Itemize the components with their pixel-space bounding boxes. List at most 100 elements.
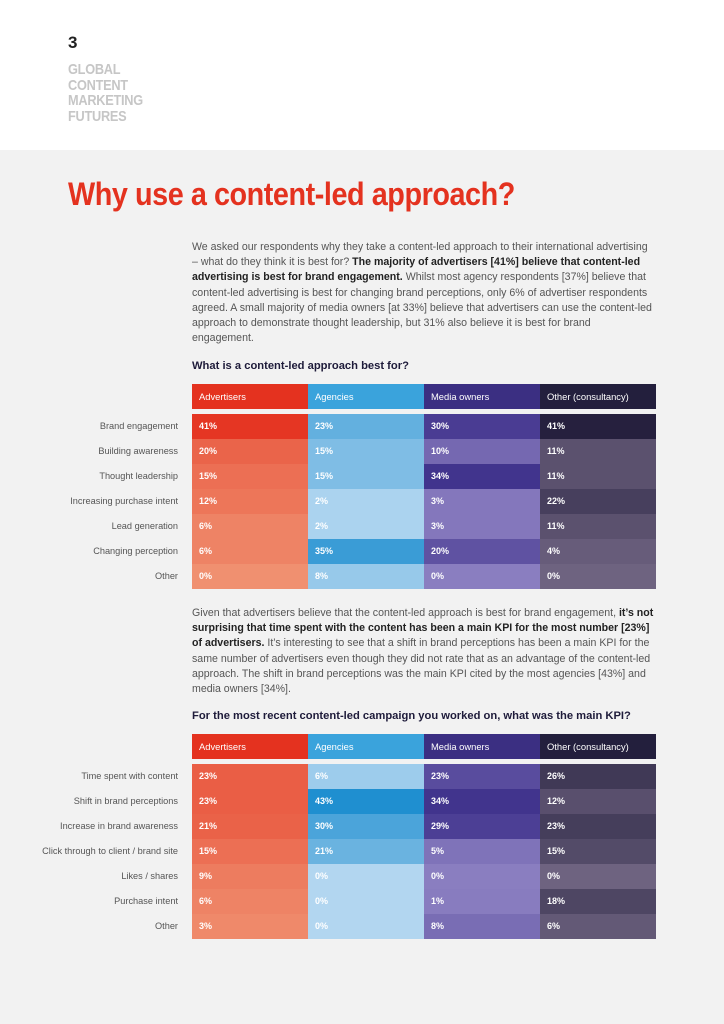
table-cell: 15%	[192, 464, 308, 489]
row-label: Likes / shares	[121, 871, 178, 881]
page-number: 3	[68, 33, 78, 52]
page-header: 3 GLOBAL CONTENT MARKETING FUTURES	[0, 0, 724, 150]
column-header: Advertisers	[192, 734, 308, 759]
brand-line: FUTURES	[68, 107, 127, 125]
table-row: Likes / shares 9% 0% 0% 0%	[0, 864, 724, 889]
table-cell: 15%	[540, 839, 656, 864]
table-cell: 8%	[308, 564, 424, 589]
intro-text: We asked our respondents why they take a…	[192, 241, 648, 269]
table-cell: 23%	[308, 414, 424, 439]
table-cell: 20%	[192, 439, 308, 464]
table-cell: 12%	[540, 789, 656, 814]
table-cell: 2%	[308, 489, 424, 514]
table-row: Time spent with content 23% 6% 23% 26%	[0, 764, 724, 789]
table-cell: 30%	[308, 814, 424, 839]
row-label: Changing perception	[93, 546, 178, 556]
table-cell: 0%	[424, 564, 540, 589]
table-cell: 41%	[192, 414, 308, 439]
page-title: Why use a content-led approach?	[68, 176, 515, 212]
table-cell: 0%	[540, 564, 656, 589]
table-cell: 6%	[192, 889, 308, 914]
table-cell: 23%	[424, 764, 540, 789]
table-header-row: Advertisers Agencies Media owners Other (co…	[192, 384, 656, 409]
brand-logo: GLOBAL CONTENT MARKETING FUTURES	[68, 62, 143, 124]
table-cell: 0%	[192, 564, 308, 589]
column-header: Other (consultancy)	[540, 734, 656, 759]
table-cell: 34%	[424, 789, 540, 814]
table-row: Purchase intent 6% 0% 1% 18%	[0, 889, 724, 914]
row-label: Increasing purchase intent	[70, 496, 178, 506]
table-cell: 15%	[192, 839, 308, 864]
table-cell: 6%	[540, 914, 656, 939]
column-header: Agencies	[308, 734, 424, 759]
column-header: Agencies	[308, 384, 424, 409]
table-cell: 0%	[308, 864, 424, 889]
row-label: Building awareness	[98, 446, 178, 456]
column-header: Media owners	[424, 734, 540, 759]
table-row: Increasing purchase intent 12% 2% 3% 22%	[0, 489, 724, 514]
table-row: Shift in brand perceptions 23% 43% 34% 12%	[0, 789, 724, 814]
table-cell: 9%	[192, 864, 308, 889]
intro-bold: The majority of advertisers [41%] believ…	[192, 256, 641, 284]
table-cell: 0%	[424, 864, 540, 889]
row-label: Purchase intent	[114, 896, 178, 906]
table-cell: 23%	[540, 814, 656, 839]
table-row: Other 3% 0% 8% 6%	[0, 914, 724, 939]
table-cell: 15%	[308, 439, 424, 464]
table-row: Increase in brand awareness 21% 30% 29% 23%	[0, 814, 724, 839]
table-cell: 8%	[424, 914, 540, 939]
table-cell: 4%	[540, 539, 656, 564]
table-row: Click through to client / brand site 15% 2…	[0, 839, 724, 864]
table-row: Changing perception 6% 35% 20% 4%	[0, 539, 724, 564]
table-row: Brand engagement 41% 23% 30% 41%	[0, 414, 724, 439]
table-cell: 34%	[424, 464, 540, 489]
row-label: Click through to client / brand site	[42, 846, 178, 856]
table-cell: 23%	[192, 789, 308, 814]
table-row: Building awareness 20% 15% 10% 11%	[0, 439, 724, 464]
table-row: Thought leadership 15% 15% 34% 11%	[0, 464, 724, 489]
table-cell: 11%	[540, 439, 656, 464]
row-label: Other	[155, 571, 178, 581]
brand-line: GLOBAL	[68, 61, 121, 78]
column-header: Other (consultancy)	[540, 384, 656, 409]
table-cell: 23%	[192, 764, 308, 789]
table-cell: 3%	[424, 489, 540, 514]
table1-heading: What is a content-led approach best for?	[192, 360, 409, 372]
table-cell: 41%	[540, 414, 656, 439]
table-cell: 21%	[192, 814, 308, 839]
table-cell: 5%	[424, 839, 540, 864]
middle-text: Given that advertisers believe that the …	[192, 607, 619, 619]
table-cell: 0%	[308, 889, 424, 914]
table-cell: 21%	[308, 839, 424, 864]
table-cell: 0%	[540, 864, 656, 889]
table-cell: 12%	[192, 489, 308, 514]
table-cell: 43%	[308, 789, 424, 814]
column-header: Advertisers	[192, 384, 308, 409]
table-cell: 6%	[192, 539, 308, 564]
table-cell: 1%	[424, 889, 540, 914]
brand-line: CONTENT	[68, 76, 128, 94]
table-cell: 3%	[424, 514, 540, 539]
table-cell: 15%	[308, 464, 424, 489]
row-label: Lead generation	[111, 521, 178, 531]
table-header-row: Advertisers Agencies Media owners Other (co…	[192, 734, 656, 759]
intro-paragraph: We asked our respondents why they take a…	[192, 240, 654, 346]
middle-paragraph: Given that advertisers believe that the …	[192, 606, 654, 697]
table-cell: 35%	[308, 539, 424, 564]
row-label: Brand engagement	[99, 421, 178, 431]
table-cell: 0%	[308, 914, 424, 939]
column-header: Media owners	[424, 384, 540, 409]
row-label: Shift in brand perceptions	[73, 796, 178, 806]
table-cell: 18%	[540, 889, 656, 914]
table-cell: 6%	[308, 764, 424, 789]
table-row: Other 0% 8% 0% 0%	[0, 564, 724, 589]
table-row: Lead generation 6% 2% 3% 11%	[0, 514, 724, 539]
row-label: Thought leadership	[99, 471, 178, 481]
row-label: Time spent with content	[81, 771, 178, 781]
table2-heading: For the most recent content-led campaign…	[192, 710, 631, 722]
row-label: Other	[155, 921, 178, 931]
middle-text: It’s interesting to see that a shift in …	[192, 637, 651, 696]
table-cell: 2%	[308, 514, 424, 539]
table-cell: 11%	[540, 464, 656, 489]
table-cell: 11%	[540, 514, 656, 539]
